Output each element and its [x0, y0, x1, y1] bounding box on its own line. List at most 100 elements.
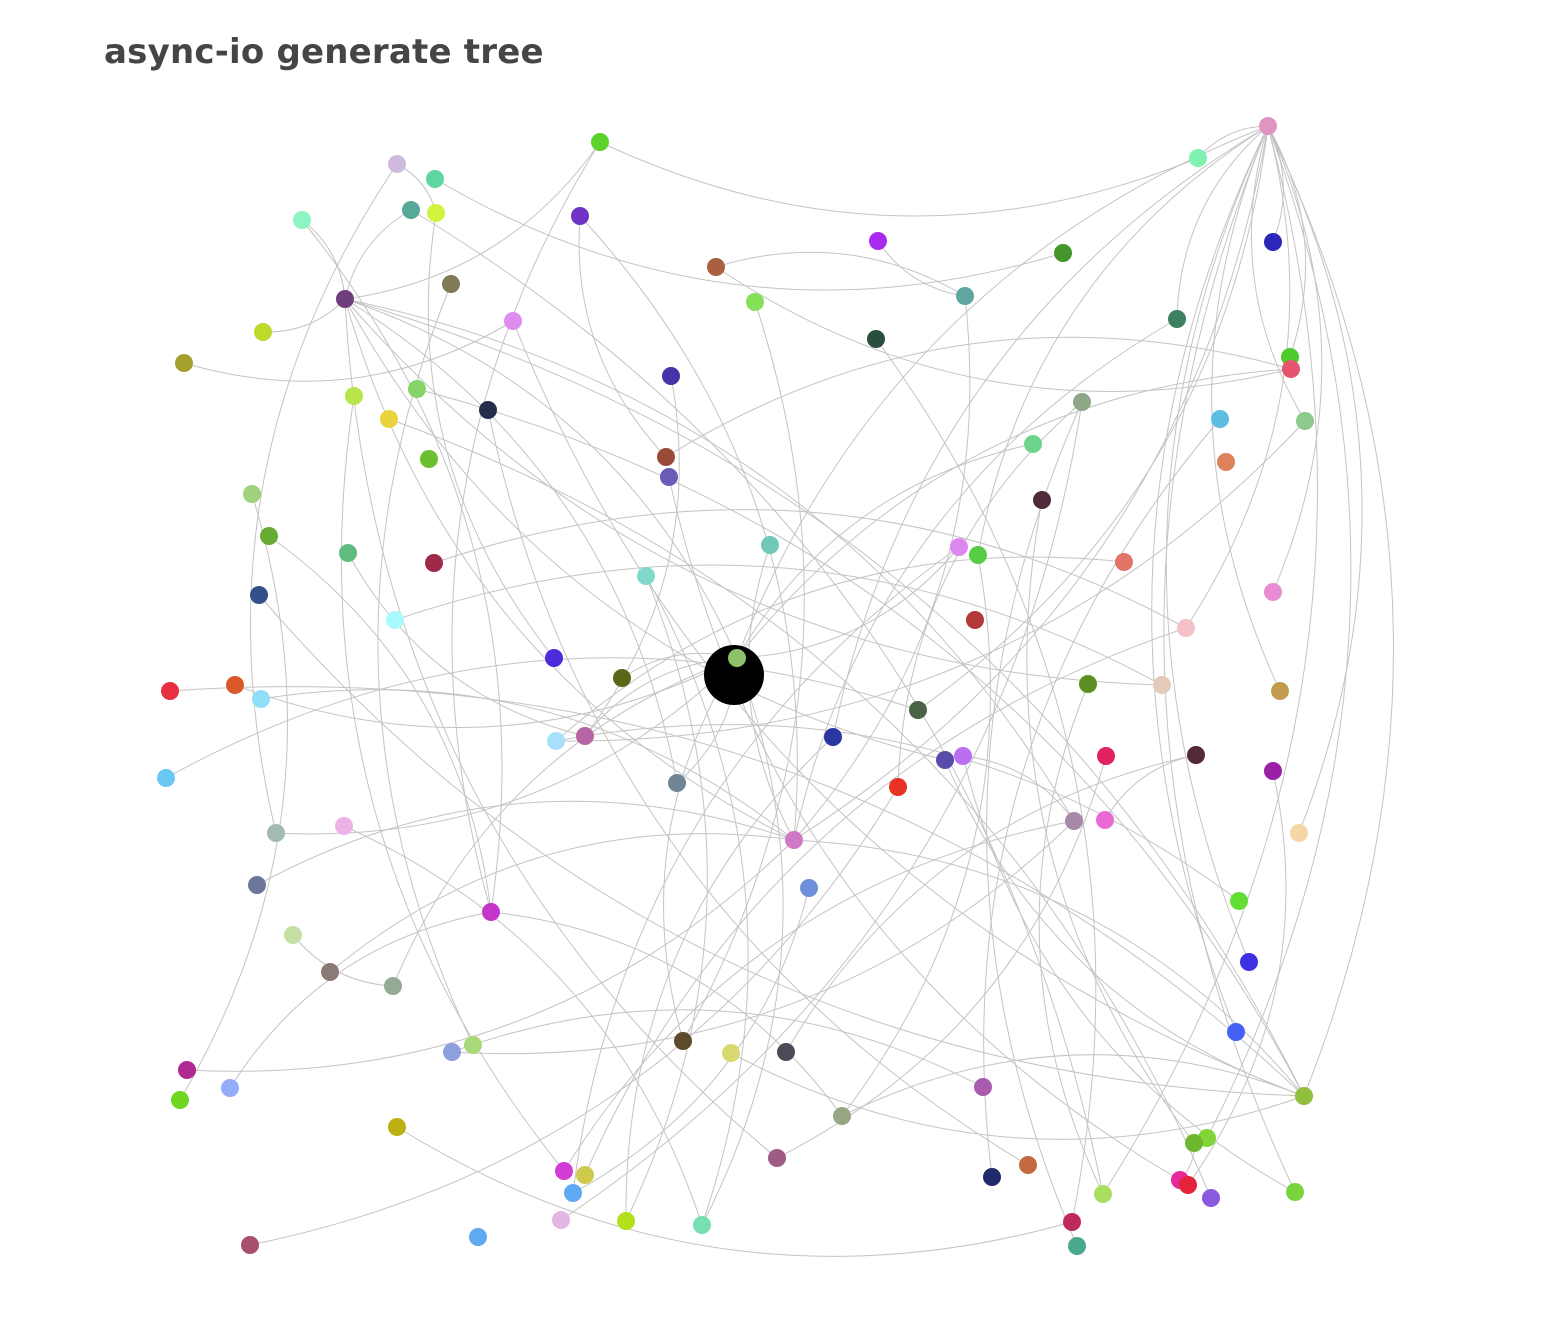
node-n88[interactable]: [1227, 1023, 1245, 1041]
node-n16[interactable]: [442, 275, 460, 293]
node-n13[interactable]: [1054, 244, 1072, 262]
node-n60[interactable]: [226, 676, 244, 694]
node-n52[interactable]: [386, 611, 404, 629]
node-n25[interactable]: [175, 354, 193, 372]
node-n45[interactable]: [339, 544, 357, 562]
node-n6[interactable]: [426, 170, 444, 188]
node-n1[interactable]: [728, 649, 746, 667]
node-n11[interactable]: [869, 232, 887, 250]
node-n33[interactable]: [1296, 412, 1314, 430]
node-n35[interactable]: [657, 448, 675, 466]
node-n12[interactable]: [1264, 233, 1282, 251]
node-n7[interactable]: [402, 201, 420, 219]
node-n37[interactable]: [1217, 453, 1235, 471]
node-n15[interactable]: [956, 287, 974, 305]
node-n8[interactable]: [427, 204, 445, 222]
node-n109[interactable]: [1179, 1176, 1197, 1194]
node-n43[interactable]: [950, 538, 968, 556]
node-n72[interactable]: [668, 774, 686, 792]
node-n78[interactable]: [785, 831, 803, 849]
root-node[interactable]: [704, 645, 764, 705]
node-n38[interactable]: [660, 468, 678, 486]
node-n117[interactable]: [1063, 1213, 1081, 1231]
node-n70[interactable]: [1264, 762, 1282, 780]
node-n57[interactable]: [1153, 676, 1171, 694]
node-n39[interactable]: [243, 485, 261, 503]
node-n18[interactable]: [746, 293, 764, 311]
node-n73[interactable]: [889, 778, 907, 796]
node-n84[interactable]: [284, 926, 302, 944]
node-n103[interactable]: [768, 1149, 786, 1167]
node-n61[interactable]: [252, 690, 270, 708]
node-n90[interactable]: [464, 1036, 482, 1054]
node-n26[interactable]: [662, 367, 680, 385]
node-n48[interactable]: [637, 567, 655, 585]
node-n40[interactable]: [1033, 491, 1051, 509]
node-n51[interactable]: [966, 611, 984, 629]
node-n20[interactable]: [504, 312, 522, 330]
node-n44[interactable]: [969, 546, 987, 564]
node-n80[interactable]: [248, 876, 266, 894]
node-n99[interactable]: [833, 1107, 851, 1125]
node-n96[interactable]: [171, 1091, 189, 1109]
node-n97[interactable]: [974, 1078, 992, 1096]
node-n74[interactable]: [1065, 812, 1083, 830]
node-n66[interactable]: [936, 751, 954, 769]
node-n116[interactable]: [693, 1216, 711, 1234]
node-n58[interactable]: [1271, 682, 1289, 700]
node-n5[interactable]: [388, 155, 406, 173]
node-n31[interactable]: [380, 410, 398, 428]
node-n27[interactable]: [345, 387, 363, 405]
node-n113[interactable]: [1286, 1183, 1304, 1201]
node-n62[interactable]: [909, 701, 927, 719]
node-n54[interactable]: [545, 649, 563, 667]
node-n98[interactable]: [1295, 1087, 1313, 1105]
node-n95[interactable]: [221, 1079, 239, 1097]
node-n77[interactable]: [335, 817, 353, 835]
node-n30[interactable]: [479, 401, 497, 419]
node-n94[interactable]: [178, 1061, 196, 1079]
node-n67[interactable]: [954, 747, 972, 765]
node-n118[interactable]: [469, 1228, 487, 1246]
node-n104[interactable]: [1019, 1156, 1037, 1174]
node-n92[interactable]: [722, 1044, 740, 1062]
node-n83[interactable]: [482, 903, 500, 921]
node-n28[interactable]: [408, 380, 426, 398]
node-n19[interactable]: [1168, 310, 1186, 328]
node-n75[interactable]: [1096, 811, 1114, 829]
node-n55[interactable]: [613, 669, 631, 687]
node-n87[interactable]: [384, 977, 402, 995]
node-n2[interactable]: [591, 133, 609, 151]
node-n53[interactable]: [1177, 619, 1195, 637]
node-n4[interactable]: [1189, 149, 1207, 167]
node-n71[interactable]: [157, 769, 175, 787]
node-n107[interactable]: [983, 1168, 1001, 1186]
node-n86[interactable]: [321, 963, 339, 981]
node-n47[interactable]: [1115, 553, 1133, 571]
node-n9[interactable]: [293, 211, 311, 229]
node-n22[interactable]: [867, 330, 885, 348]
node-n65[interactable]: [824, 728, 842, 746]
node-n17[interactable]: [336, 290, 354, 308]
node-n69[interactable]: [1187, 746, 1205, 764]
node-n112[interactable]: [1202, 1189, 1220, 1207]
node-n100[interactable]: [388, 1118, 406, 1136]
node-n105[interactable]: [555, 1162, 573, 1180]
node-n106[interactable]: [576, 1166, 594, 1184]
node-n85[interactable]: [1240, 953, 1258, 971]
node-n91[interactable]: [443, 1043, 461, 1061]
node-n49[interactable]: [1264, 583, 1282, 601]
node-n63[interactable]: [576, 727, 594, 745]
node-n110[interactable]: [564, 1184, 582, 1202]
node-n41[interactable]: [260, 527, 278, 545]
node-n21[interactable]: [254, 323, 272, 341]
node-n79[interactable]: [1290, 824, 1308, 842]
node-n111[interactable]: [1094, 1185, 1112, 1203]
node-n102[interactable]: [1185, 1134, 1203, 1152]
node-n115[interactable]: [617, 1212, 635, 1230]
node-n81[interactable]: [800, 879, 818, 897]
node-n24[interactable]: [1282, 360, 1300, 378]
node-n64[interactable]: [547, 732, 565, 750]
node-n46[interactable]: [425, 554, 443, 572]
node-n29[interactable]: [1073, 393, 1091, 411]
